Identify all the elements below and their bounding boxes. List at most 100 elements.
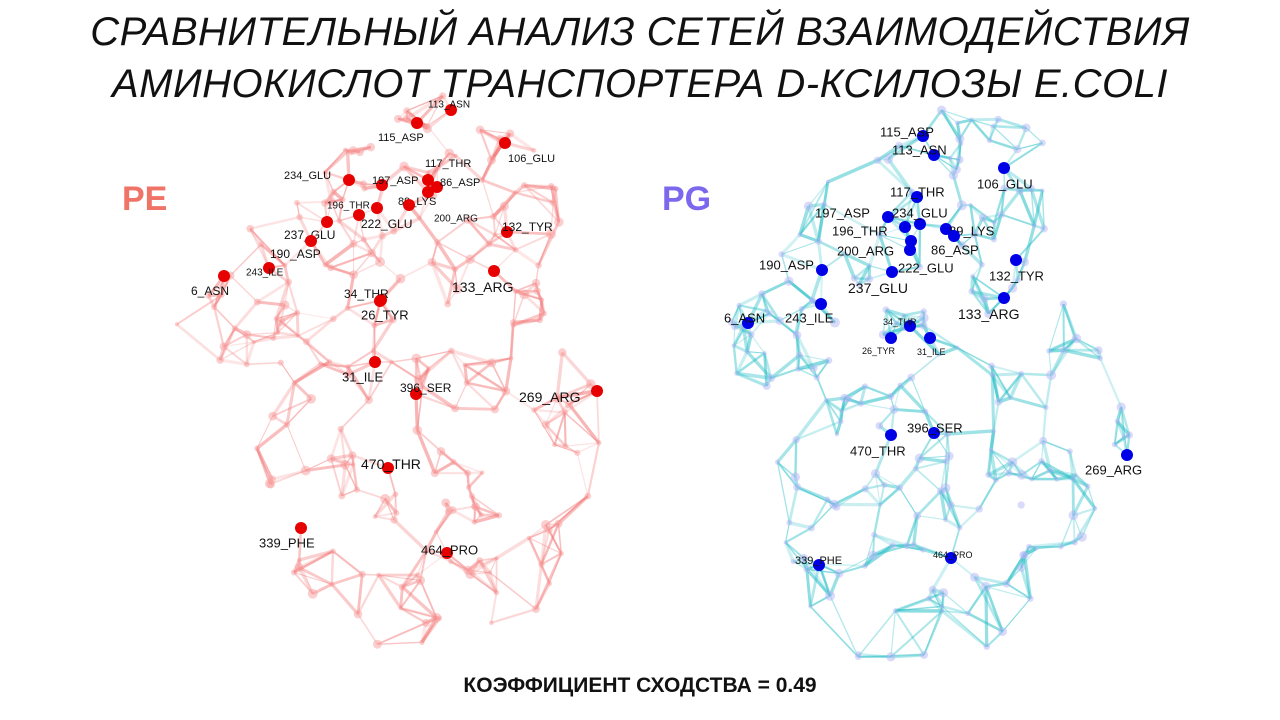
edge [324,149,346,173]
edge [576,452,589,497]
edge [509,325,515,359]
edge [280,362,295,384]
edge [864,487,882,506]
residue-node [1071,539,1078,546]
edge [941,109,972,121]
residue-node [431,612,442,623]
residue-node [270,335,277,342]
residue-node-115-asp [917,130,929,142]
edge [1060,515,1075,548]
edge [890,610,896,657]
edge [479,129,493,161]
edge [229,275,258,303]
residue-node [448,558,454,565]
residue-node-470-thr [885,429,897,441]
residue-node [425,170,431,176]
residue-node [326,359,333,365]
residue-node [913,511,922,520]
residue-node [736,302,742,309]
edge [454,154,484,182]
edge [738,304,767,312]
edge [990,449,1010,474]
edge [919,455,950,459]
residue-node [389,315,397,324]
residue-node [366,142,376,152]
edge [338,220,355,245]
edge [969,204,976,235]
edge [825,399,839,435]
edge [218,327,236,361]
residue-node [783,540,788,545]
residue-node [487,570,493,575]
edge [808,181,829,207]
edge [419,194,434,219]
residue-label-133-arg: 133_ARG [958,306,1019,322]
residue-node [275,316,286,327]
edge [899,487,918,517]
residue-node [538,561,545,568]
residue-label-396-ser: 396_SER [400,381,452,395]
edge [269,469,306,485]
edge [1022,555,1032,599]
residue-node-31-ile [924,332,936,344]
residue-node-190-asp [305,235,317,247]
edge [246,331,278,336]
residue-node [968,202,973,208]
residue-node [490,212,497,220]
edge [340,464,355,497]
residue-node [246,224,254,233]
residue-node [430,469,439,478]
edge [910,377,926,412]
edge [1042,440,1071,453]
edge [1041,190,1045,229]
residue-node [520,182,528,189]
edge [489,571,537,610]
network-pg-label: PG [662,180,712,218]
residue-node [956,200,967,211]
edge [1010,396,1047,409]
edge [338,199,344,221]
residue-label-200-arg: 200_ARG [837,244,894,259]
residue-node [790,472,801,482]
residue-node [1070,476,1076,482]
edge [798,354,818,378]
edge [417,552,448,576]
residue-node [486,155,497,165]
residue-node [505,129,515,138]
edge [523,184,560,223]
edge [514,191,554,204]
residue-node [453,153,458,158]
edge [246,333,274,340]
residue-node [867,263,872,268]
residue-node [464,469,472,477]
residue-node [903,542,911,550]
edge [255,423,288,450]
edge [1048,337,1078,353]
edge [923,606,943,656]
residue-node [219,342,228,351]
residue-label-197-asp: 197_ASP [815,206,870,221]
edge [287,281,299,314]
residue-node [1071,333,1082,344]
edge [770,367,799,380]
edge [556,382,592,400]
residue-node-89-lys [422,186,434,198]
edge [825,399,842,422]
residue-node-115-asp [411,117,423,129]
edge [293,362,322,385]
edge [545,403,570,426]
edge [534,564,543,610]
residue-node [762,350,767,356]
edge [391,361,420,381]
residue-node-132-tyr [501,226,513,238]
edge [842,253,857,279]
edge [329,428,343,460]
residue-node [412,425,423,435]
edge [329,360,349,369]
edge [776,461,798,488]
residue-node [983,643,990,650]
residue-node [774,459,781,465]
edge [523,184,554,204]
edge [984,586,1004,632]
